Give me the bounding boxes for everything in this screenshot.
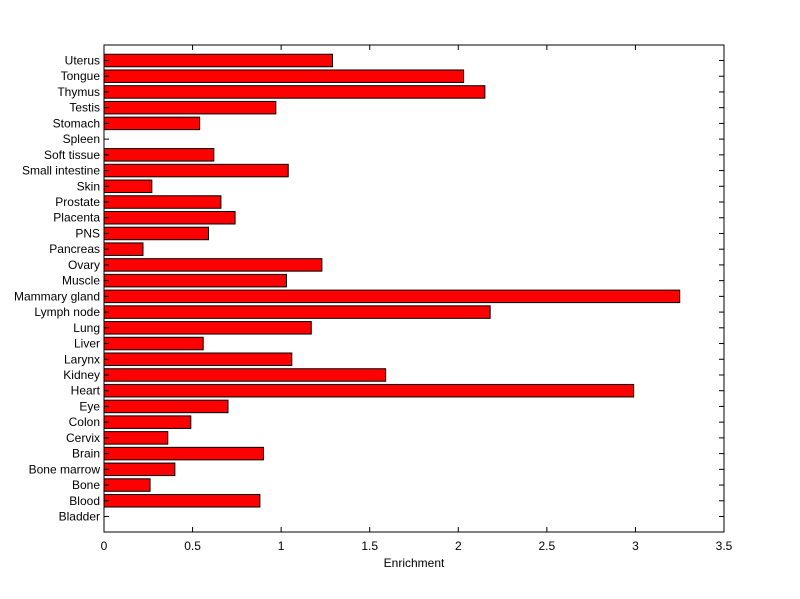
x-tick-label-1: 0.5: [184, 539, 201, 553]
y-tick-label-liver: Liver: [74, 337, 100, 351]
y-tick-label-placenta: Placenta: [53, 211, 100, 225]
y-tick-label-small-intestine: Small intestine: [22, 164, 100, 178]
bar-cervix: [103, 431, 169, 445]
bar-tongue: [103, 69, 465, 83]
y-tick-label-heart: Heart: [71, 384, 101, 398]
y-tick-label-bone-marrow: Bone marrow: [29, 462, 101, 476]
bar-testis: [103, 100, 277, 115]
y-tick-label-brain: Brain: [72, 447, 100, 461]
plot-frame: [103, 44, 725, 533]
x-tick-labels: 0 0.5 1 1.5 2 2.5 3 3.5: [101, 539, 733, 553]
y-tick-label-lung: Lung: [73, 321, 100, 335]
bar-lymph-node: [103, 305, 491, 319]
bar-mammary-gland: [103, 289, 681, 304]
x-tick-label-4: 2: [455, 539, 462, 553]
bar-liver: [103, 336, 204, 351]
bar-bone: [103, 478, 151, 492]
y-tick-label-pancreas: Pancreas: [49, 242, 100, 256]
x-tick-label-6: 3: [632, 539, 639, 553]
bar-prostate: [103, 195, 222, 209]
y-tick-label-blood: Blood: [69, 494, 100, 508]
bar-heart: [103, 383, 635, 398]
ticks-group: [103, 45, 725, 532]
y-tick-label-stomach: Stomach: [53, 116, 100, 130]
y-tick-label-spleen: Spleen: [63, 132, 100, 146]
bar-brain: [103, 446, 264, 461]
x-tick-label-2: 1: [278, 539, 285, 553]
y-tick-label-tongue: Tongue: [61, 69, 101, 83]
bar-muscle: [103, 273, 287, 288]
y-tick-label-pns: PNS: [75, 226, 100, 240]
bar-ovary: [103, 258, 323, 272]
bar-eye: [103, 399, 229, 414]
bar-larynx: [103, 352, 293, 367]
bar-stomach: [103, 116, 201, 131]
y-tick-label-prostate: Prostate: [55, 195, 100, 209]
y-tick-label-testis: Testis: [69, 101, 100, 115]
y-tick-label-skin: Skin: [77, 179, 100, 193]
bar-bone-marrow: [103, 462, 176, 477]
y-tick-label-larynx: Larynx: [64, 352, 100, 366]
y-tick-label-cervix: Cervix: [66, 431, 100, 445]
y-tick-label-lymph-node: Lymph node: [34, 305, 100, 319]
bar-uterus: [103, 53, 334, 68]
y-tick-label-muscle: Muscle: [62, 274, 100, 288]
y-tick-label-thymus: Thymus: [57, 85, 100, 99]
x-axis-title: Enrichment: [384, 556, 445, 570]
bar-placenta: [103, 210, 236, 225]
y-tick-label-soft-tissue: Soft tissue: [44, 148, 100, 162]
x-tick-label-7: 3.5: [716, 539, 733, 553]
y-tick-label-mammary-gland: Mammary gland: [14, 289, 100, 303]
bar-blood: [103, 494, 261, 508]
bar-kidney: [103, 368, 387, 382]
bar-pancreas: [103, 242, 144, 256]
y-tick-label-eye: Eye: [79, 399, 100, 413]
y-tick-label-colon: Colon: [69, 415, 100, 429]
bar-small-intestine: [103, 163, 289, 178]
y-tick-label-kidney: Kidney: [63, 368, 100, 382]
bar-lung: [103, 321, 312, 335]
bar-pns: [103, 226, 210, 241]
bar-soft-tissue: [103, 148, 215, 162]
y-tick-label-bone: Bone: [72, 478, 100, 492]
y-tick-label-bladder: Bladder: [59, 510, 100, 524]
x-tick-label-0: 0: [101, 539, 108, 553]
bar-skin: [103, 179, 153, 194]
bar-thymus: [103, 85, 486, 99]
x-tick-label-3: 1.5: [361, 539, 378, 553]
x-tick-label-5: 2.5: [539, 539, 556, 553]
bar-colon: [103, 415, 192, 429]
y-tick-label-ovary: Ovary: [68, 258, 100, 272]
y-tick-label-uterus: Uterus: [65, 54, 100, 68]
